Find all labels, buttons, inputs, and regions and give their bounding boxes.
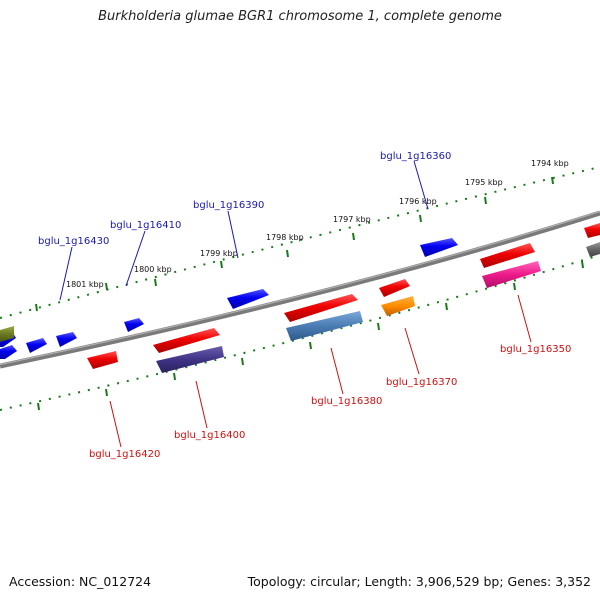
gene-arrow-red[interactable] [379, 279, 410, 297]
scale-label-1794: 1794 kbp [531, 159, 569, 168]
genome-title: Burkholderia glumae BGR1 chromosome 1, c… [98, 9, 502, 24]
chromosome-backbone [0, 210, 600, 369]
label-leaders-reverse [109, 294, 532, 448]
accession-text: Accession: NC_012724 [9, 574, 152, 589]
gene-arrow-red[interactable] [584, 223, 600, 238]
gene-label[interactable]: bglu_1g16380 [311, 396, 382, 407]
scale-label-1797: 1797 kbp [333, 215, 371, 224]
gene-label[interactable]: bglu_1g16360 [380, 151, 451, 162]
forward-genes [0, 223, 600, 359]
scale-label-1800: 1800 kbp [134, 265, 172, 274]
scale-label-1799: 1799 kbp [200, 249, 238, 258]
scale-label-1796: 1796 kbp [399, 197, 437, 206]
gene-arrow-blue[interactable] [227, 289, 269, 309]
gene-arrow-steel[interactable] [286, 311, 363, 341]
gene-label[interactable]: bglu_1g16420 [89, 449, 160, 460]
gene-arrow-blue[interactable] [0, 345, 17, 359]
gene-arrow-blue[interactable] [26, 338, 47, 353]
gene-label[interactable]: bglu_1g16410 [110, 220, 181, 231]
gene-arrow-red[interactable] [87, 351, 118, 369]
scale-label-1798: 1798 kbp [266, 233, 304, 242]
gene-label[interactable]: bglu_1g16400 [174, 430, 245, 441]
label-leaders-forward [59, 160, 429, 301]
gene-label[interactable]: bglu_1g16350 [500, 344, 571, 355]
genome-summary-text: Topology: circular; Length: 3,906,529 bp… [247, 574, 591, 589]
gene-arrow-blue[interactable] [124, 318, 144, 332]
scale-label-1795: 1795 kbp [465, 178, 503, 187]
gene-arrow-red[interactable] [284, 294, 358, 322]
gene-arrow-red[interactable] [480, 243, 535, 268]
gene-arrow-navy[interactable] [156, 346, 224, 373]
gene-arrow-pink[interactable] [482, 261, 541, 288]
major-ticks-outer [35, 176, 554, 312]
reverse-genes [87, 242, 600, 373]
gene-arrow-blue[interactable] [56, 332, 77, 347]
scale-label-1801: 1801 kbp [66, 280, 104, 289]
gene-arrow-orange[interactable] [381, 296, 415, 316]
gene-label[interactable]: bglu_1g16390 [193, 200, 264, 211]
major-ticks-inner [37, 260, 584, 411]
gene-label[interactable]: bglu_1g16370 [386, 377, 457, 388]
gene-label[interactable]: bglu_1g16430 [38, 236, 109, 247]
gene-arrow-gray[interactable] [586, 242, 600, 257]
gene-arrow-red[interactable] [153, 328, 220, 353]
gene-arrow-blue[interactable] [420, 238, 458, 257]
gene-arrow-olive[interactable] [0, 326, 14, 342]
